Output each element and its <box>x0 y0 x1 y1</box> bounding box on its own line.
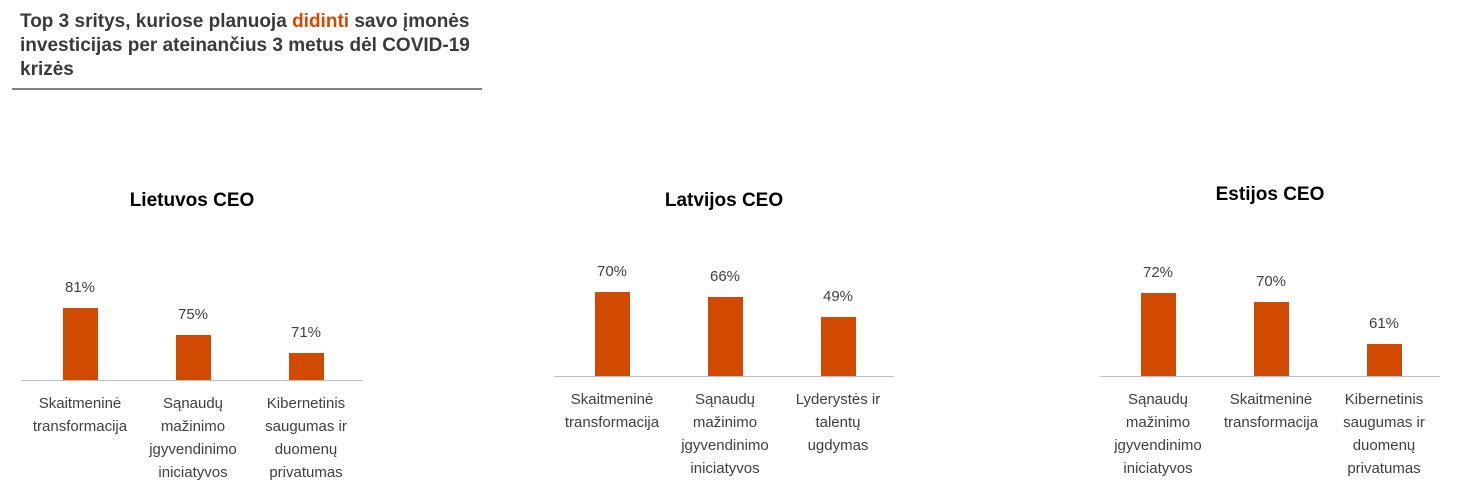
bar <box>594 292 630 376</box>
title-divider <box>12 88 482 90</box>
chart-title: Estijos CEO <box>1215 184 1325 205</box>
title-highlight: didinti <box>292 11 350 32</box>
category-label: Sąnaudų mažinimo jgyvendinimo iniciatyvo… <box>1114 391 1202 477</box>
x-axis-line <box>1100 376 1440 377</box>
data-label: 70% <box>1255 273 1287 291</box>
category-label: Sąnaudų mažinimo jgyvendinimo iniciatyvo… <box>681 391 769 477</box>
category-label: Kibernetinis saugumas ir duomenų privatu… <box>1343 391 1425 477</box>
title-text: Top 3 sritys, kuriose planuoja <box>20 11 293 32</box>
data-label: 70% <box>596 263 628 280</box>
bar <box>1366 343 1402 376</box>
chart-title: Latvijos CEO <box>664 190 784 211</box>
bar <box>288 353 324 380</box>
bar <box>820 317 856 376</box>
page-title: Top 3 sritys, kuriose planuoja didinti s… <box>20 10 490 82</box>
bar <box>175 335 211 380</box>
chart-lietuvos: Lietuvos CEO 81% Skaitmeninė transformacij… <box>22 180 362 481</box>
data-label: 72% <box>1142 263 1174 281</box>
bar <box>707 296 743 376</box>
category-label: Skaitmeninė transformacija <box>564 391 660 431</box>
data-label: 66% <box>709 267 741 285</box>
x-axis-line <box>22 380 362 381</box>
category-label: Skaitmeninė transformacija <box>32 395 128 435</box>
data-label: 61% <box>1368 314 1400 332</box>
title-text-end: savo įmonės investicijas per ateinančius… <box>20 11 470 80</box>
category-label: Skaitmeninė transformacija <box>1223 391 1319 431</box>
data-label: 81% <box>64 279 96 296</box>
chart-title: Lietuvos CEO <box>129 190 255 211</box>
data-label: 49% <box>822 288 854 306</box>
bar <box>1253 302 1289 376</box>
category-label: Kibernetinis saugumas ir duomenų privatu… <box>265 395 347 481</box>
data-label: 75% <box>177 306 209 323</box>
category-label: Sąnaudų mažinimo jgyvendinimo iniciatyvo… <box>149 395 237 481</box>
chart-estijos: Estijos CEO 72% Sąnaudų mažinimo jgyvendin… <box>1100 174 1440 477</box>
x-axis-line <box>554 376 894 377</box>
data-label: 71% <box>290 324 322 341</box>
bar <box>1140 292 1176 376</box>
category-label: Lyderystės ir talentų ugdymas <box>795 391 881 454</box>
chart-latvijos: Latvijos CEO 70% Skaitmeninė transformacij… <box>554 180 894 480</box>
bar <box>62 308 98 380</box>
